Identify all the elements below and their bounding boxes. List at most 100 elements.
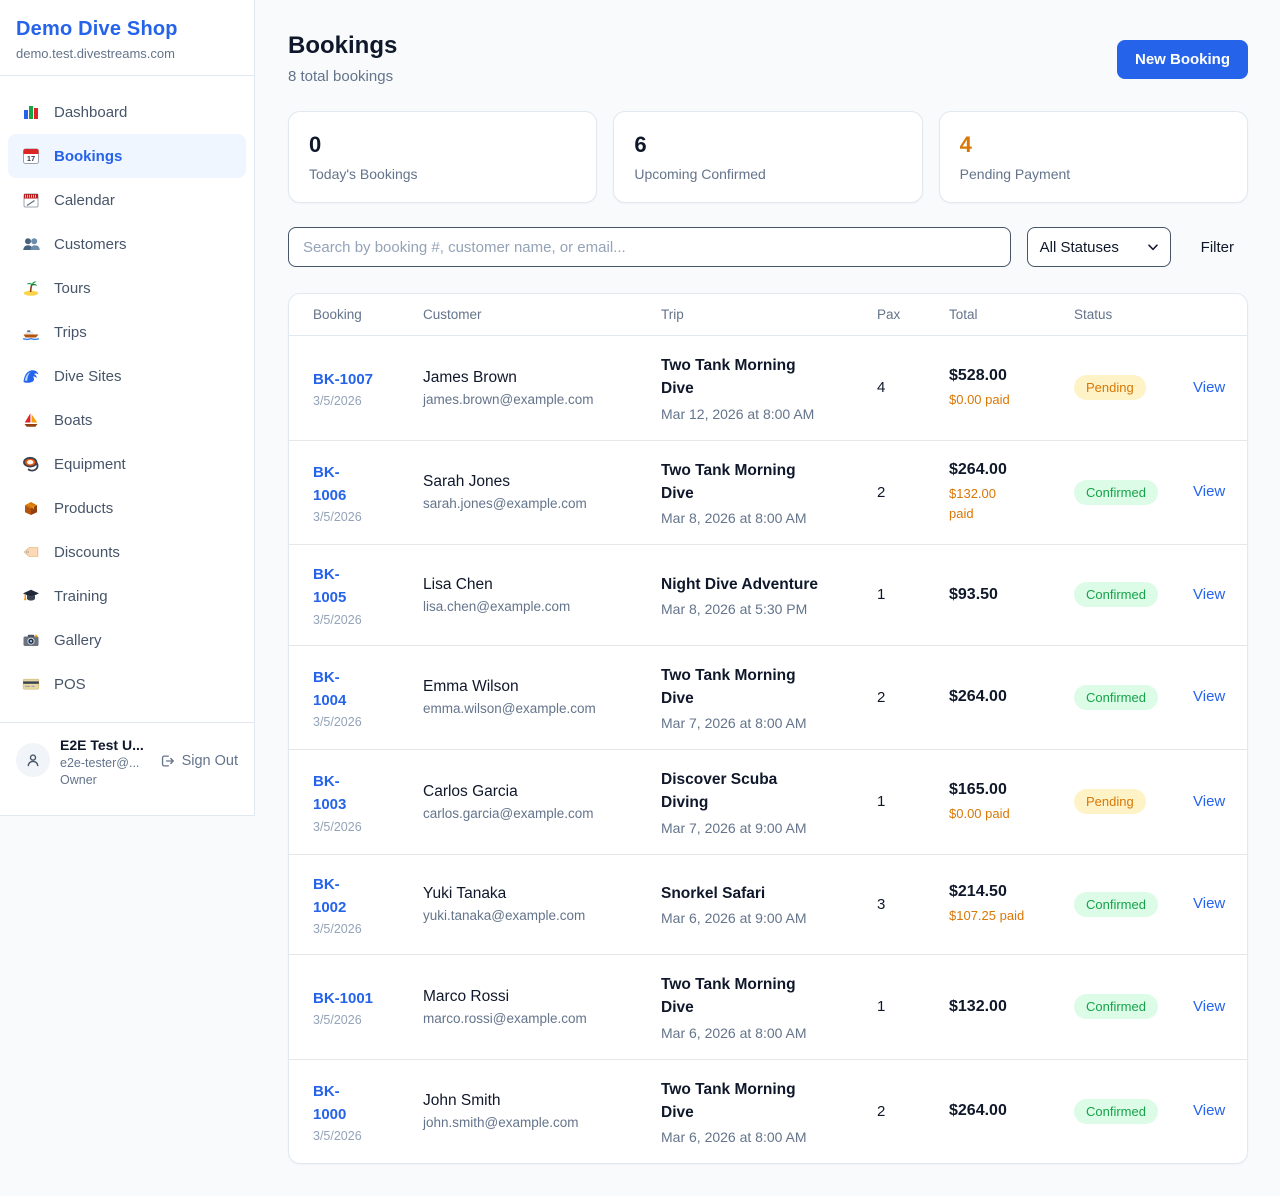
sidebar-item-bookings[interactable]: 17 Bookings (8, 134, 246, 178)
filter-row: All Statuses Filter (288, 227, 1248, 267)
sidebar-item-dashboard[interactable]: Dashboard (8, 90, 246, 134)
booking-date: 3/5/2026 (313, 1129, 362, 1143)
customer-name: Sarah Jones (423, 473, 511, 491)
trip-datetime: Mar 6, 2026 at 8:00 AM (661, 1129, 807, 1145)
view-link[interactable]: View (1193, 378, 1226, 396)
customer-email: yuki.tanaka@example.com (423, 908, 586, 924)
view-link[interactable]: View (1193, 895, 1226, 913)
customer-email: james.brown@example.com (423, 391, 594, 407)
status-cell: Confirmed (1074, 891, 1193, 917)
booking-id-link[interactable]: BK- 1005 (313, 566, 347, 607)
sailboat-icon (22, 411, 40, 429)
filter-button[interactable]: Filter (1187, 231, 1248, 264)
stat-label: Pending Payment (959, 166, 1071, 182)
trip-name: Two Tank Morning Dive (661, 1080, 796, 1121)
paid-amount: $132.00 paid (949, 486, 996, 521)
sidebar-item-label: Equipment (54, 455, 126, 473)
total-amount: $264.00 (949, 461, 1007, 479)
actions-cell: View (1193, 586, 1239, 604)
stat-value: 6 (634, 132, 647, 157)
customer-email: john.smith@example.com (423, 1115, 579, 1131)
sign-out-button[interactable]: Sign Out (159, 753, 238, 769)
page-title: Bookings (288, 32, 398, 59)
trip-cell: Snorkel Safari Mar 6, 2026 at 9:00 AM (661, 882, 877, 926)
sidebar-item-gallery[interactable]: Gallery (8, 618, 246, 662)
status-badge: Confirmed (1074, 891, 1158, 917)
booking-id-link[interactable]: BK- 1006 (313, 463, 347, 504)
status-select[interactable]: All Statuses (1026, 227, 1171, 267)
actions-cell: View (1193, 998, 1239, 1016)
sidebar-item-equipment[interactable]: Equipment (8, 442, 246, 486)
credit-card-icon (22, 675, 40, 693)
sidebar-item-customers[interactable]: Customers (8, 222, 246, 266)
tear-off-calendar-icon (22, 191, 40, 209)
bookings-table: Booking Customer Trip Pax Total Status B… (288, 293, 1248, 1164)
chevron-down-icon (1147, 243, 1158, 250)
trip-name: Discover Scuba Diving (661, 771, 778, 812)
customer-cell: John Smith john.smith@example.com (423, 1092, 661, 1130)
booking-cell: BK- 1003 3/5/2026 (313, 770, 423, 834)
view-link[interactable]: View (1193, 585, 1226, 603)
actions-cell: View (1193, 1102, 1239, 1120)
sidebar-item-boats[interactable]: Boats (8, 398, 246, 442)
booking-cell: BK- 1002 3/5/2026 (313, 873, 423, 937)
customer-name: Emma Wilson (423, 678, 519, 696)
user-info: E2E Test U... e2e-tester@... Owner (60, 737, 149, 787)
trip-cell: Two Tank Morning Dive Mar 6, 2026 at 8:0… (661, 1078, 877, 1146)
customer-email: marco.rossi@example.com (423, 1010, 587, 1026)
booking-date: 3/5/2026 (313, 510, 362, 524)
sidebar-item-label: Trips (54, 323, 87, 341)
sidebar-item-label: Products (54, 499, 114, 517)
booking-id-link[interactable]: BK-1007 (313, 370, 374, 388)
stats-row: 0 Today's Bookings 6 Upcoming Confirmed … (288, 111, 1248, 203)
column-header-customer: Customer (423, 307, 482, 322)
paid-amount: $0.00 paid (949, 805, 1010, 821)
page-title-block: Bookings 8 total bookings (288, 32, 397, 85)
column-header-booking: Booking (313, 307, 362, 322)
booking-id-link[interactable]: BK- 1004 (313, 668, 347, 709)
search-input[interactable] (288, 227, 1011, 267)
booking-id-link[interactable]: BK- 1003 (313, 773, 347, 814)
sidebar-item-calendar[interactable]: Calendar (8, 178, 246, 222)
booking-id-link[interactable]: BK-1001 (313, 989, 374, 1007)
trip-cell: Two Tank Morning Dive Mar 7, 2026 at 8:0… (661, 664, 877, 732)
view-link[interactable]: View (1193, 688, 1226, 706)
column-header-status: Status (1074, 307, 1113, 322)
sidebar-item-label: Boats (54, 411, 93, 429)
sidebar-item-products[interactable]: Products (8, 486, 246, 530)
total-amount: $165.00 (949, 780, 1007, 798)
sidebar-item-trips[interactable]: Trips (8, 310, 246, 354)
sidebar-item-tours[interactable]: Tours (8, 266, 246, 310)
booking-date: 3/5/2026 (313, 393, 362, 408)
sidebar-item-dive-sites[interactable]: Dive Sites (8, 354, 246, 398)
view-link[interactable]: View (1193, 792, 1226, 810)
user-name: E2E Test U... (60, 737, 144, 753)
trip-name: Two Tank Morning Dive (661, 461, 796, 502)
view-link[interactable]: View (1193, 483, 1226, 501)
status-badge: Confirmed (1074, 684, 1158, 710)
pax-cell: 1 (877, 793, 886, 811)
view-link[interactable]: View (1193, 997, 1226, 1015)
booking-date: 3/5/2026 (313, 819, 362, 834)
booking-id-link[interactable]: BK- 1002 (313, 875, 347, 916)
trip-name: Night Dive Adventure (661, 575, 819, 593)
view-link[interactable]: View (1193, 1102, 1226, 1120)
actions-cell: View (1193, 793, 1239, 811)
sidebar-item-label: Training (54, 587, 108, 605)
table-row: BK- 1000 3/5/2026 John Smith john.smith@… (289, 1058, 1247, 1164)
booking-cell: BK- 1006 3/5/2026 (313, 461, 423, 525)
trip-cell: Two Tank Morning Dive Mar 6, 2026 at 8:0… (661, 973, 877, 1041)
booking-id-link[interactable]: BK- 1000 (313, 1082, 347, 1123)
total-amount: $264.00 (949, 1102, 1007, 1120)
actions-cell: View (1193, 379, 1239, 397)
paid-amount: $107.25 paid (949, 908, 1025, 923)
column-header-total: Total (949, 307, 978, 322)
sidebar-item-training[interactable]: Training (8, 574, 246, 618)
sidebar-item-pos[interactable]: POS (8, 662, 246, 706)
status-cell: Confirmed (1074, 684, 1193, 710)
pax-cell: 2 (877, 483, 886, 501)
sidebar-item-discounts[interactable]: Discounts (8, 530, 246, 574)
new-booking-button[interactable]: New Booking (1116, 40, 1248, 79)
total-amount: $528.00 (949, 366, 1007, 384)
wave-icon (22, 367, 40, 385)
